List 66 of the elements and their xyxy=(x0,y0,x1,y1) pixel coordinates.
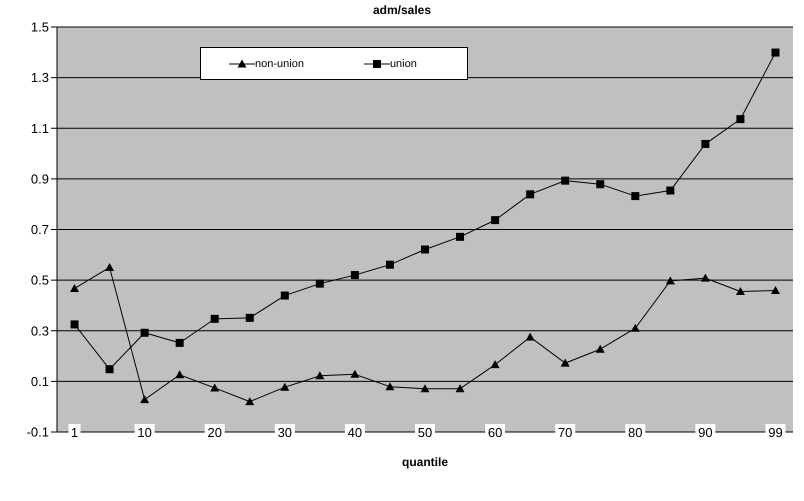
y-tick-label: -0.1 xyxy=(26,424,49,440)
point xyxy=(666,276,675,284)
point xyxy=(456,232,464,241)
point xyxy=(385,382,394,390)
x-tick-label: 20 xyxy=(207,425,222,440)
x-tick-label: 50 xyxy=(418,425,432,440)
point xyxy=(386,260,394,269)
x-tick-label: 80 xyxy=(628,425,643,440)
point xyxy=(666,186,674,195)
legend-label: non-union xyxy=(255,58,304,70)
y-tick-label: 0.7 xyxy=(30,222,49,238)
point xyxy=(560,358,570,367)
point xyxy=(701,140,710,148)
point xyxy=(106,365,114,374)
point xyxy=(280,292,289,300)
point xyxy=(596,344,605,353)
point xyxy=(210,383,220,392)
point xyxy=(770,286,780,294)
x-tick-label: 30 xyxy=(278,425,292,440)
point xyxy=(175,370,184,378)
x-axis-title: quantile xyxy=(402,455,448,469)
point xyxy=(246,314,254,322)
point xyxy=(630,324,640,332)
x-tick-label: 60 xyxy=(488,425,502,440)
point xyxy=(315,371,324,380)
y-tick-label: 0.3 xyxy=(30,323,49,338)
point xyxy=(280,382,290,391)
point xyxy=(70,320,79,328)
point xyxy=(736,115,744,124)
x-tick-label: 90 xyxy=(698,425,713,440)
y-tick-label: 0.9 xyxy=(30,171,49,186)
y-tick-label: 0.1 xyxy=(30,374,49,389)
point xyxy=(420,384,430,392)
x-tick-label: 1 xyxy=(70,425,78,440)
point xyxy=(245,397,254,406)
x-tick-label: 40 xyxy=(348,425,362,440)
point xyxy=(350,370,360,378)
point xyxy=(526,332,535,341)
point xyxy=(631,192,640,200)
point xyxy=(736,287,745,296)
chart-title: adm/sales xyxy=(372,3,432,17)
point xyxy=(596,180,604,188)
legend-label: union xyxy=(390,58,417,70)
point xyxy=(456,384,465,392)
point xyxy=(316,280,324,288)
x-tick-label: 99 xyxy=(768,425,783,440)
point xyxy=(561,176,570,185)
x-tick-label: 10 xyxy=(137,425,152,440)
y-tick-label: 1.5 xyxy=(30,20,49,35)
point xyxy=(176,338,184,347)
point xyxy=(140,328,149,337)
point xyxy=(105,262,114,271)
point xyxy=(491,216,500,224)
point xyxy=(700,274,710,282)
point xyxy=(490,360,500,368)
y-tick-label: 1.1 xyxy=(30,120,49,136)
point xyxy=(421,245,429,254)
x-tick-label: 70 xyxy=(558,425,572,440)
point xyxy=(210,314,219,323)
point xyxy=(350,271,359,280)
point xyxy=(70,284,80,292)
point xyxy=(771,48,780,57)
point xyxy=(140,395,150,404)
y-tick-label: 1.3 xyxy=(30,70,49,86)
y-tick-label: 0.5 xyxy=(30,272,49,288)
point xyxy=(526,190,534,198)
